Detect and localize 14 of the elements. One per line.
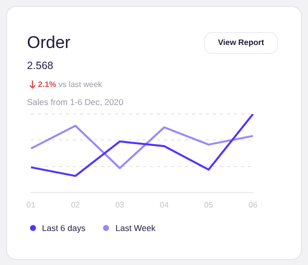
x-tick-label: 02	[70, 200, 80, 210]
text: Sales from 1-6 Dec, 2020	[27, 97, 124, 107]
legend-label: Last Week	[115, 223, 156, 233]
text: 2.1%	[38, 80, 56, 89]
chart-title: Order	[27, 33, 70, 53]
x-tick-label: 03	[115, 200, 125, 210]
x-tick-label: 05	[204, 200, 214, 210]
x-tick-label: 06	[248, 200, 258, 210]
text: vs last week	[58, 80, 102, 89]
chart-subtitle: 2.568	[27, 60, 54, 72]
x-tick-label: 04	[160, 200, 170, 210]
text: View Report	[204, 32, 278, 54]
legend-label: Last 6 days	[42, 223, 86, 233]
x-tick-label: 01	[26, 200, 36, 210]
